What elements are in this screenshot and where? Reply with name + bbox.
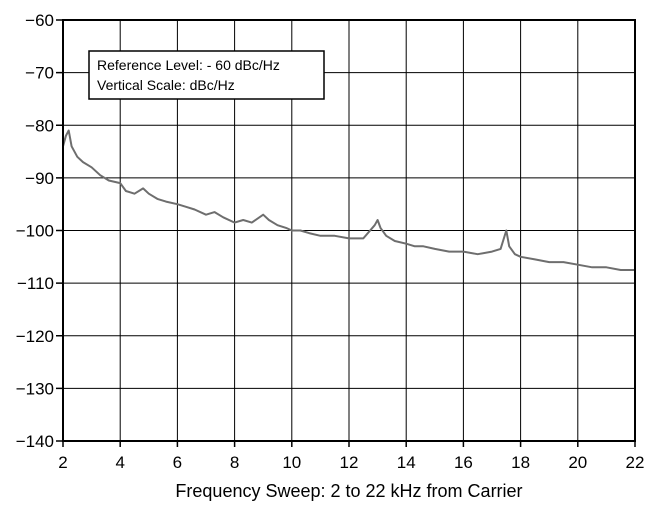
- series-layer: [62, 129, 635, 271]
- x-axis: 2 4 6 8 10 12 14 16 18 20 22: [58, 441, 644, 472]
- y-tick-label: −60: [25, 11, 54, 30]
- y-tick-label: −120: [16, 327, 54, 346]
- x-tick-label: 18: [511, 453, 530, 472]
- x-tick-label: 16: [454, 453, 473, 472]
- annotation-reference-level: Reference Level: - 60 dBc/Hz: [97, 57, 280, 73]
- x-tick-label: 22: [626, 453, 645, 472]
- y-tick-label: −140: [16, 432, 54, 451]
- annotation-box: Reference Level: - 60 dBc/Hz Vertical Sc…: [88, 50, 325, 100]
- x-tick-label: 4: [115, 453, 124, 472]
- series-line: [62, 129, 635, 271]
- x-tick-label: 10: [282, 453, 301, 472]
- x-tick-label: 14: [397, 453, 416, 472]
- x-tick-label: 6: [173, 453, 182, 472]
- y-tick-label: −90: [25, 169, 54, 188]
- x-tick-label: 2: [58, 453, 67, 472]
- y-tick-label: −110: [17, 274, 54, 293]
- y-axis: −60 −70 −80 −90 −100 −110 −120 −130 −140: [16, 11, 63, 451]
- x-axis-title: Frequency Sweep: 2 to 22 kHz from Carrie…: [175, 481, 522, 501]
- x-tick-label: 20: [568, 453, 587, 472]
- y-tick-label: −80: [25, 116, 54, 135]
- y-tick-label: −130: [16, 379, 54, 398]
- y-tick-label: −70: [25, 64, 54, 83]
- x-tick-label: 12: [340, 453, 359, 472]
- y-tick-label: −100: [16, 222, 54, 241]
- annotation-vertical-scale: Vertical Scale: dBc/Hz: [97, 77, 235, 93]
- annotation-frame: [88, 50, 325, 100]
- x-tick-label: 8: [230, 453, 239, 472]
